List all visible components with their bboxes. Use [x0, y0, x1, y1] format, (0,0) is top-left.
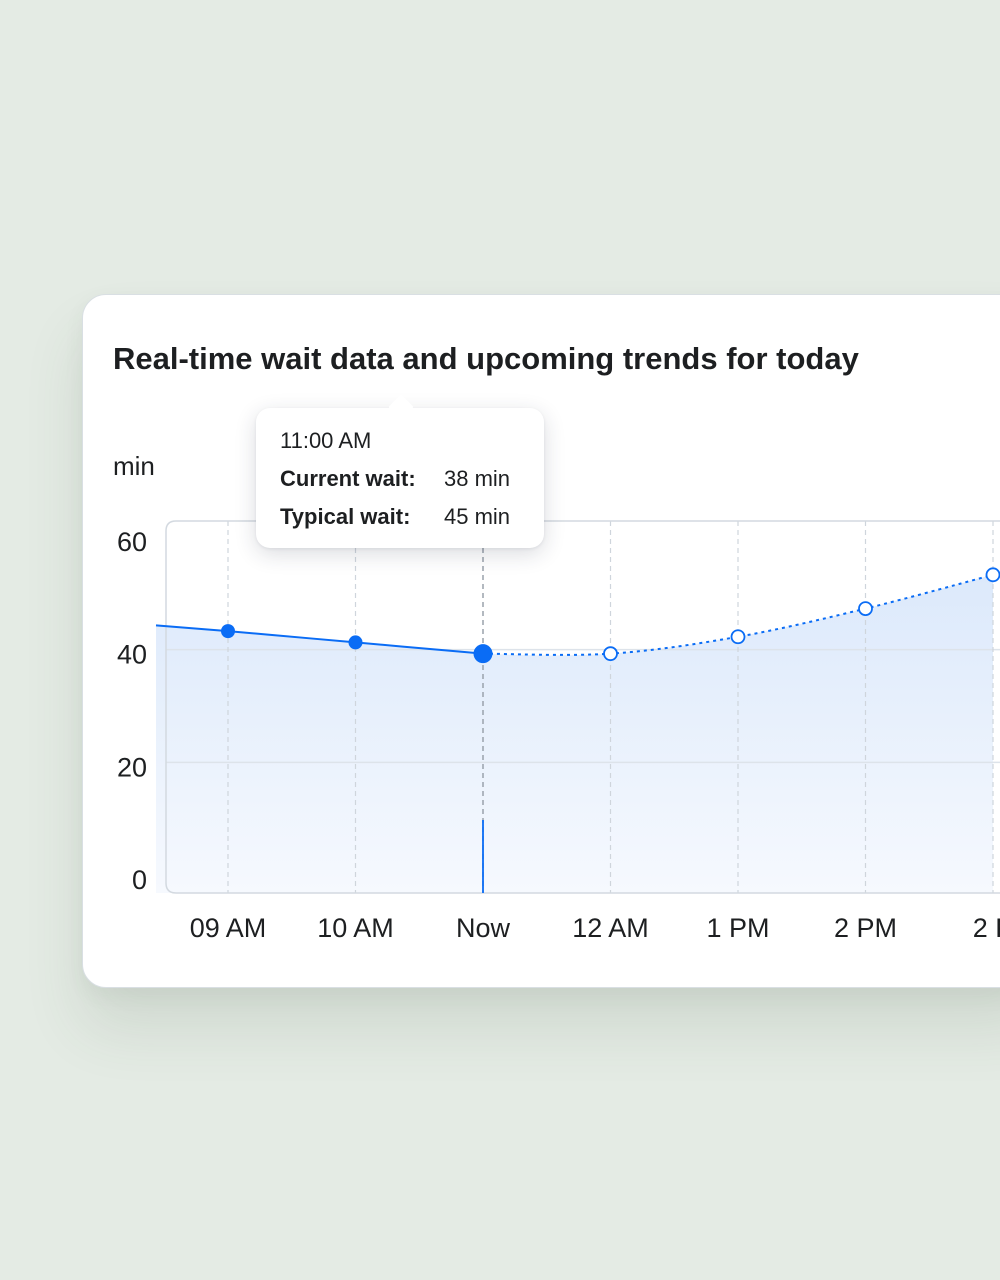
- tooltip-typical-row: Typical wait: 45 min: [280, 504, 510, 530]
- tooltip-typical-label: Typical wait:: [280, 504, 411, 529]
- x-tick-label: 09 AM: [190, 913, 267, 943]
- series-line-actual: [155, 624, 484, 655]
- y-tick-label: 40: [117, 640, 147, 670]
- x-tick-label: 10 AM: [317, 913, 394, 943]
- y-tick-label: 0: [132, 865, 147, 895]
- tooltip-current-value: 38 min: [444, 466, 511, 491]
- tooltip-current-label: Current wait:: [280, 466, 416, 491]
- x-tick-label: Now: [456, 913, 511, 943]
- tooltip-current-row: Current wait: 38 min: [280, 466, 510, 492]
- plot-frame: [165, 520, 1000, 894]
- y-tick-label: 20: [117, 752, 147, 782]
- y-axis-unit: min: [113, 451, 155, 481]
- x-tick-label: 2 PM: [834, 913, 897, 943]
- wait-tooltip: 11:00 AM Current wait: 38 min Typical wa…: [256, 408, 544, 548]
- data-point-forecast: [603, 646, 618, 662]
- data-point-actual: [348, 635, 363, 650]
- tooltip-typical-value: 45 min: [444, 504, 511, 529]
- x-tick-label: 1 PM: [706, 913, 769, 943]
- y-tick-label: 60: [117, 527, 147, 557]
- data-point-forecast: [858, 601, 873, 616]
- data-point-actual: [221, 624, 235, 639]
- x-tick-label: 2 P: [973, 913, 1000, 943]
- data-point-actual: [473, 644, 493, 664]
- series-line-forecast: [482, 573, 994, 656]
- data-point-forecast: [730, 629, 746, 645]
- x-tick-label: 12 AM: [572, 913, 649, 943]
- data-point-forecast: [985, 567, 1000, 583]
- tooltip-time: 11:00 AM: [280, 428, 372, 453]
- area-fill: [156, 574, 993, 893]
- chart-title: Real-time wait data and upcoming trends …: [113, 341, 859, 376]
